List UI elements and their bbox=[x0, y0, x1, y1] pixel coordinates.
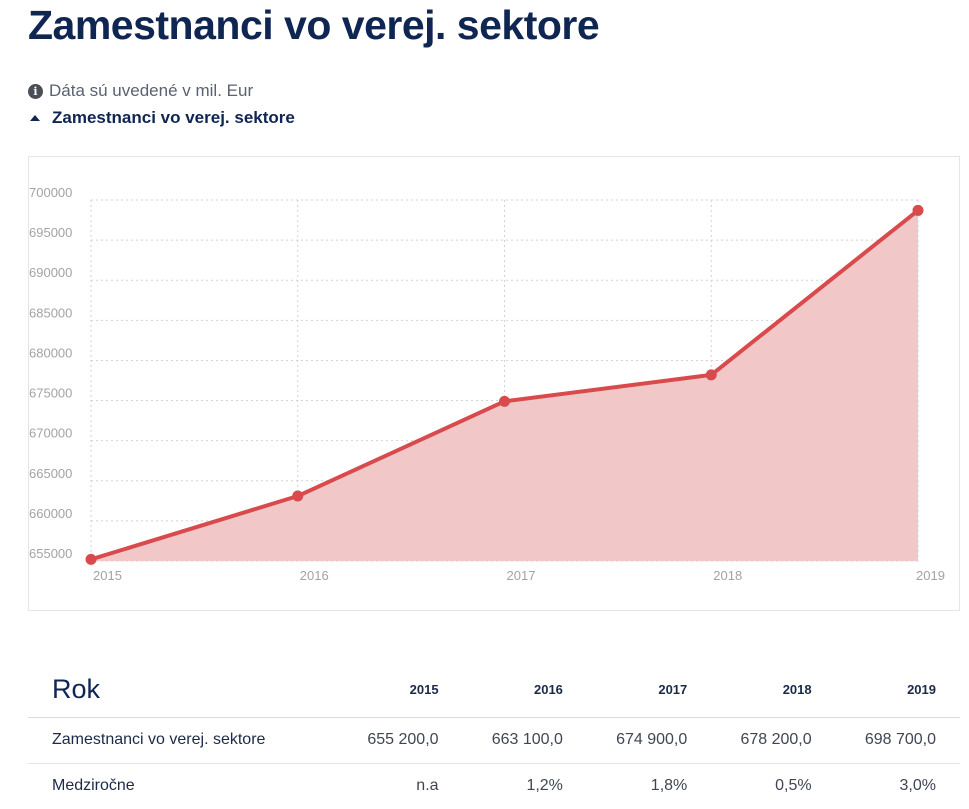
y-tick-label: 675000 bbox=[29, 386, 72, 401]
table-cell: 674 900,0 bbox=[586, 716, 712, 763]
table-row: Zamestnanci vo verej. sektore 655 200,0 … bbox=[28, 716, 960, 763]
chart-panel: 700000 695000 690000 685000 680000 675000 6700… bbox=[28, 156, 960, 611]
point-layer bbox=[85, 204, 924, 565]
y-tick-label: 700000 bbox=[29, 185, 72, 200]
table-row: Medziročne n.a 1,2% 1,8% 0,5% 3,0% bbox=[28, 762, 960, 809]
y-tick-label: 655000 bbox=[29, 546, 72, 561]
table-year-header: 2017 bbox=[658, 681, 688, 697]
x-tick-label: 2015 bbox=[93, 568, 122, 583]
x-tick-label: 2017 bbox=[507, 568, 536, 583]
table-row-label: Zamestnanci vo verej. sektore bbox=[28, 716, 339, 763]
table-cell: 698 700,0 bbox=[835, 716, 960, 763]
data-point bbox=[85, 553, 97, 565]
y-tick-label: 690000 bbox=[29, 265, 72, 280]
table-cell: n.a bbox=[338, 762, 463, 809]
series-toggle-label: Zamestnanci vo verej. sektore bbox=[52, 108, 295, 127]
y-tick-label: 685000 bbox=[29, 305, 72, 320]
data-note-text: Dáta sú uvedené v mil. Eur bbox=[49, 81, 254, 100]
label-layer: 700000 695000 690000 685000 680000 675000 6700… bbox=[29, 185, 945, 583]
table-cell: 0,5% bbox=[711, 762, 836, 809]
table-cell: 1,2% bbox=[462, 762, 587, 809]
table-year-header: 2018 bbox=[782, 681, 812, 697]
table-year-header: 2015 bbox=[409, 681, 439, 697]
data-point bbox=[912, 204, 924, 216]
x-tick-label: 2016 bbox=[300, 568, 329, 583]
table-cell: 655 200,0 bbox=[338, 716, 463, 763]
page-title: Zamestnanci vo verej. sektore bbox=[28, 2, 600, 48]
y-tick-label: 680000 bbox=[29, 345, 72, 360]
line-chart: 700000 695000 690000 685000 680000 675000 6700… bbox=[29, 185, 945, 583]
x-tick-label: 2018 bbox=[713, 568, 742, 583]
table-header-label: Rok bbox=[52, 673, 101, 704]
data-point bbox=[292, 490, 304, 502]
y-tick-label: 660000 bbox=[29, 506, 72, 521]
series-toggle[interactable]: Zamestnanci vo verej. sektore bbox=[28, 108, 295, 128]
table-header-row: Rok 2015 2016 2017 2018 2019 bbox=[28, 662, 960, 717]
data-note: i Dáta sú uvedené v mil. Eur bbox=[28, 81, 253, 101]
table-cell: 678 200,0 bbox=[711, 716, 836, 763]
data-table: Rok 2015 2016 2017 2018 2019 Zamestnanci… bbox=[28, 662, 960, 809]
table-cell: 1,8% bbox=[586, 762, 712, 809]
table-cell: 3,0% bbox=[835, 762, 960, 809]
table-cell: 663 100,0 bbox=[462, 716, 587, 763]
info-circle-icon: i bbox=[28, 83, 43, 99]
table-row-label: Medziročne bbox=[28, 762, 339, 809]
caret-up-icon bbox=[30, 115, 40, 121]
data-point bbox=[705, 369, 717, 381]
data-point bbox=[499, 395, 510, 407]
series-area bbox=[91, 210, 918, 561]
y-tick-label: 665000 bbox=[29, 466, 72, 481]
area-layer bbox=[91, 210, 918, 561]
table-year-header: 2016 bbox=[533, 681, 563, 697]
y-tick-label: 695000 bbox=[29, 225, 72, 240]
x-tick-label: 2019 bbox=[916, 568, 945, 583]
table-year-header: 2019 bbox=[907, 681, 936, 697]
y-tick-label: 670000 bbox=[29, 426, 72, 441]
